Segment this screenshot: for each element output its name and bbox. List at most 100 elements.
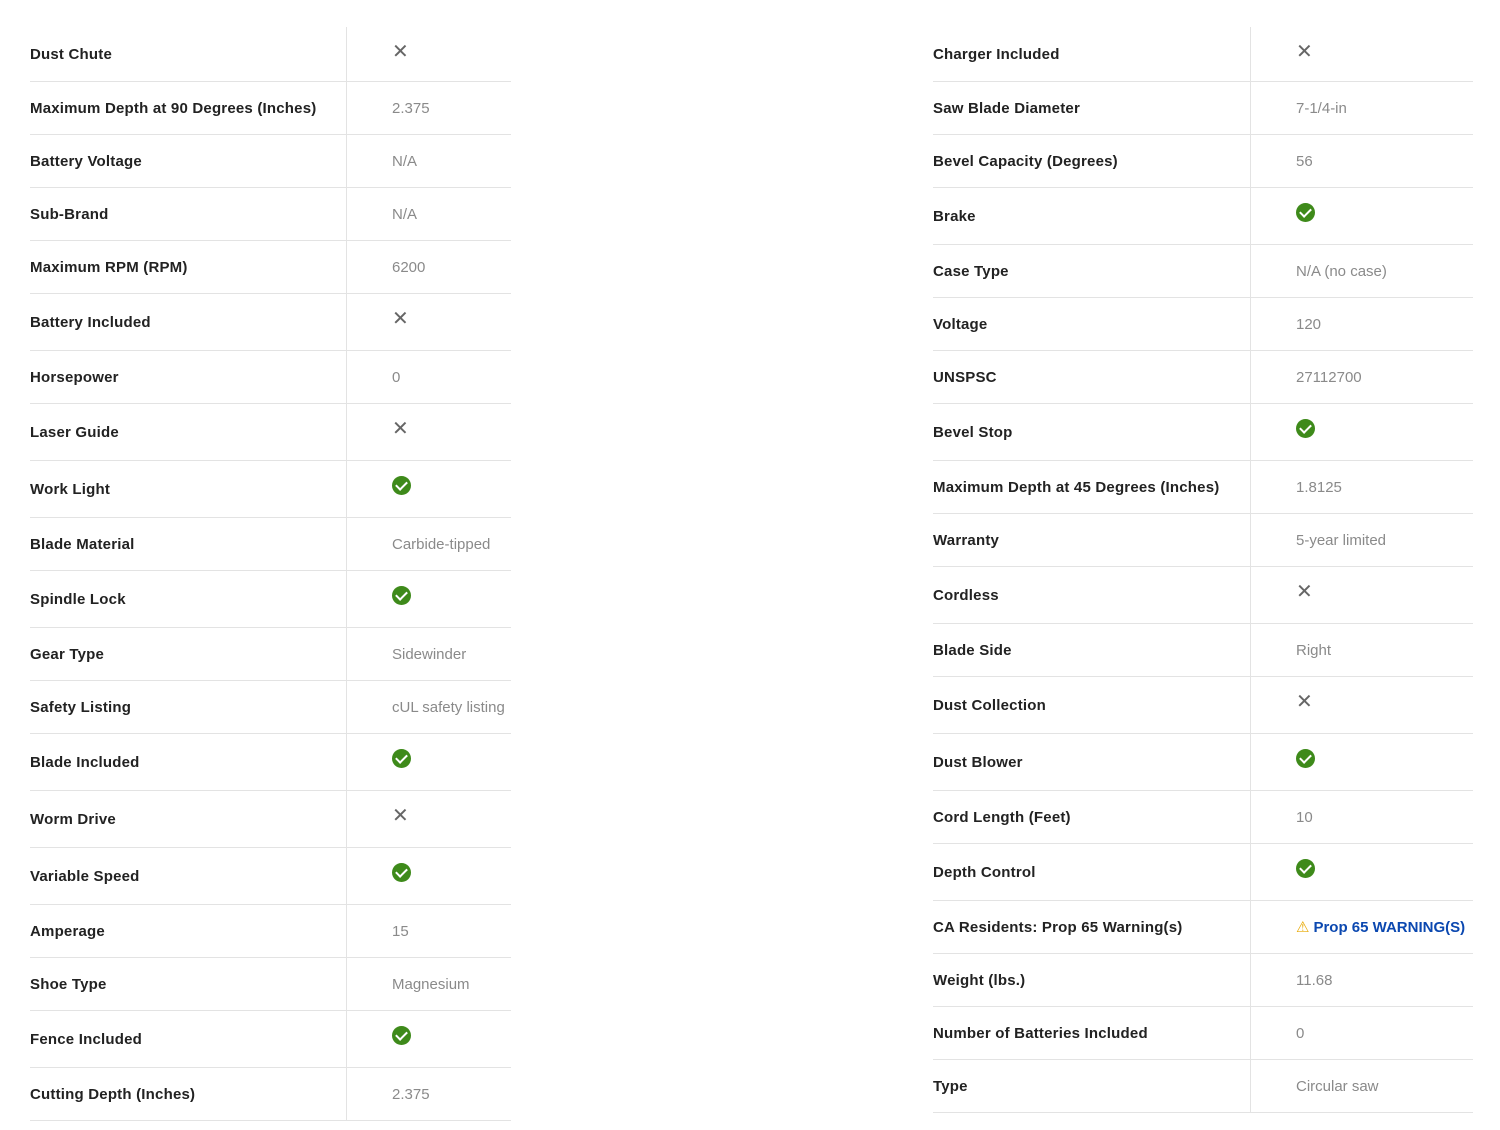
spec-row: Gear Type Sidewinder [30,628,511,681]
check-circle-icon [392,476,411,495]
spec-label: Bevel Stop [933,404,1251,460]
check-circle-icon [392,586,411,605]
spec-label: Blade Side [933,624,1251,676]
check-circle-icon [392,863,411,882]
spec-value: 6200 [392,258,426,276]
x-icon: ✕ [1296,691,1313,713]
spec-label: Bevel Capacity (Degrees) [933,135,1251,187]
spec-label: Cutting Depth (Inches) [30,1068,347,1120]
spec-row: Maximum Depth at 45 Degrees (Inches) 1.81… [933,461,1473,514]
spec-row: Work Light [30,461,511,518]
spec-value: ✕ [1251,567,1313,623]
spec-label: Maximum RPM (RPM) [30,241,347,293]
spec-label: Spindle Lock [30,571,347,627]
spec-label: Work Light [30,461,347,517]
spec-label: Worm Drive [30,791,347,847]
spec-label: Variable Speed [30,848,347,904]
spec-row: Depth Control [933,844,1473,901]
spec-row: Laser Guide ✕ [30,404,511,461]
check-circle-icon [1296,859,1315,878]
x-icon: ✕ [392,41,409,63]
spec-value: 5-year limited [1296,531,1387,549]
spec-row: Shoe Type Magnesium [30,958,511,1011]
spec-row: Horsepower 0 [30,351,511,404]
link-text[interactable]: Prop 65 WARNING(S) [1313,919,1466,936]
spec-value: Magnesium [392,975,470,993]
spec-row: Bevel Stop [933,404,1473,461]
spec-value: ✕ [347,404,409,460]
spec-label: Gear Type [30,628,347,680]
spec-row: Case Type N/A (no case) [933,245,1473,298]
spec-label: Case Type [933,245,1251,297]
spec-row: Dust Chute ✕ [30,27,511,82]
spec-value: 10 [1296,808,1313,826]
spec-value [347,734,411,790]
spec-row: Charger Included ✕ [933,27,1473,82]
spec-value [347,571,411,627]
spec-row: Blade Material Carbide-tipped [30,518,511,571]
spec-value: 27112700 [1296,368,1362,386]
spec-value: cUL safety listing [392,698,505,716]
spec-value [1251,734,1315,790]
spec-value [347,848,411,904]
spec-value: ✕ [1251,27,1313,81]
spec-label: Cord Length (Feet) [933,791,1251,843]
spec-label: Charger Included [933,27,1251,81]
spec-label: Dust Blower [933,734,1251,790]
check-circle-icon [392,749,411,768]
spec-value: 0 [1296,1024,1305,1042]
spec-row: Cordless ✕ [933,567,1473,624]
spec-row: Weight (lbs.) 11.68 [933,954,1473,1007]
spec-row: Brake [933,188,1473,245]
spec-label: Laser Guide [30,404,347,460]
spec-value: Right [1296,641,1332,659]
spec-label: Warranty [933,514,1251,566]
spec-row: Sub-Brand N/A [30,188,511,241]
check-circle-icon [1296,749,1315,768]
spec-value [347,461,411,517]
specifications-table-right: Charger Included ✕ Saw Blade Diameter 7-1/4… [933,27,1473,1113]
spec-value: ✕ [347,791,409,847]
spec-label: CA Residents: Prop 65 Warning(s) [933,901,1251,953]
spec-label: Battery Voltage [30,135,347,187]
spec-value: 1.8125 [1296,478,1342,496]
spec-label: Number of Batteries Included [933,1007,1251,1059]
spec-label: Blade Material [30,518,347,570]
spec-row: Saw Blade Diameter 7-1/4-in [933,82,1473,135]
spec-label: Maximum Depth at 90 Degrees (Inches) [30,82,347,134]
spec-label: UNSPSC [933,351,1251,403]
spec-row: Maximum RPM (RPM) 6200 [30,241,511,294]
spec-value: ✕ [347,27,409,81]
spec-value: 7-1/4-in [1296,99,1347,117]
spec-value [347,1011,411,1067]
spec-value: ⚠ Prop 65 WARNING(S) [1251,901,1465,953]
spec-label: Type [933,1060,1251,1112]
spec-row: Variable Speed [30,848,511,905]
spec-row: Cord Length (Feet) 10 [933,791,1473,844]
spec-value [1251,188,1315,244]
spec-row: Blade Side Right [933,624,1473,677]
spec-label: Dust Collection [933,677,1251,733]
spec-value: 56 [1296,152,1313,170]
x-icon: ✕ [392,418,409,440]
specifications-table-left: Dust Chute ✕ Maximum Depth at 90 Degrees (… [30,27,511,1121]
check-circle-icon [392,1026,411,1045]
spec-label: Horsepower [30,351,347,403]
spec-value: 11.68 [1296,971,1333,989]
spec-label: Voltage [933,298,1251,350]
prop65-warning-link[interactable]: ⚠ Prop 65 WARNING(S) [1296,918,1465,936]
x-icon: ✕ [392,805,409,827]
spec-label: Battery Included [30,294,347,350]
x-icon: ✕ [392,308,409,330]
spec-label: Saw Blade Diameter [933,82,1251,134]
spec-row: Cutting Depth (Inches) 2.375 [30,1068,511,1121]
spec-value: N/A (no case) [1296,262,1387,280]
spec-value: Carbide-tipped [392,535,491,553]
spec-row: Blade Included [30,734,511,791]
spec-label: Sub-Brand [30,188,347,240]
spec-value: ✕ [1251,677,1313,733]
check-circle-icon [1296,419,1315,438]
spec-row: Bevel Capacity (Degrees) 56 [933,135,1473,188]
spec-row: UNSPSC 27112700 [933,351,1473,404]
spec-row: Battery Included ✕ [30,294,511,351]
